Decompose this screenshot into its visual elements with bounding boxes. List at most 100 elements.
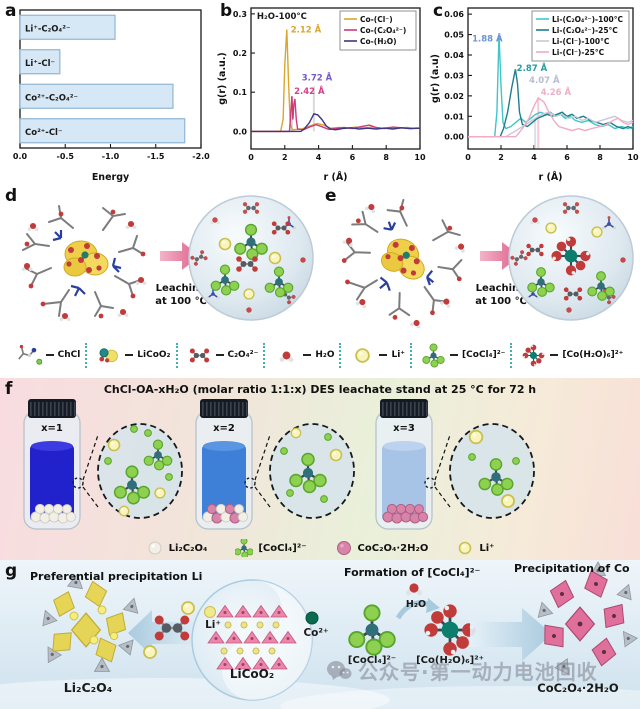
svg-text:Co²⁺-Cl⁻: Co²⁺-Cl⁻: [25, 128, 62, 138]
leachate-droplet-d: [186, 193, 316, 323]
vial-label-x1: x=1: [41, 423, 63, 434]
li-ion-sphere: [204, 606, 216, 618]
svg-text:0.05: 0.05: [444, 31, 464, 40]
legend-dash: [45, 354, 54, 356]
watermark: 公众号·第一动力电池回收: [326, 656, 598, 685]
svg-text:0.3: 0.3: [233, 10, 247, 19]
li2c2o4-crystal: [37, 572, 142, 672]
svg-text:4.07 Å: 4.07 Å: [529, 75, 560, 86]
svg-text:0.06: 0.06: [444, 10, 464, 19]
svg-text:0: 0: [248, 153, 254, 162]
watermark-text: 公众号·第一动力电池回收: [358, 660, 598, 684]
f-legend-label: [CoCl₄]²⁻: [258, 542, 307, 554]
legend-label: C₂O₄²⁻: [227, 350, 259, 360]
svg-text:10: 10: [627, 153, 639, 162]
precipitate-co-arrow: [470, 608, 552, 661]
svg-text:Energy: Energy: [92, 172, 130, 183]
panel-f: f ChCl-OA-xH₂O (molar ratio 1:1:x) DES l…: [0, 378, 640, 560]
leachate-droplet-e: [506, 193, 636, 323]
licoo2-swirl: [191, 579, 319, 701]
energy-bar-chart: 0.0 -0.5 -1.0 -1.5 -2.0 Energy Li⁺-C₂O₄²⁻ Li⁺-C…: [13, 9, 210, 183]
svg-text:0.0: 0.0: [233, 127, 248, 136]
legend-item-oxalate: C₂O₄²⁻: [175, 342, 264, 368]
panel-f-label: f: [5, 379, 13, 399]
des-cluster-model-e: [330, 188, 480, 328]
svg-text:8: 8: [383, 153, 389, 162]
vial-group-x1: x=1: [23, 399, 183, 530]
li-ion-icon: [459, 541, 472, 555]
svg-text:2: 2: [282, 153, 288, 162]
legend-dash: [550, 354, 559, 356]
cocl4-icon: [235, 539, 254, 557]
svg-text:1.88 Å: 1.88 Å: [472, 34, 503, 45]
g-header-formation-cocl4: Formation of [CoCl₄]²⁻: [344, 566, 481, 579]
coh2o6-molecule: [423, 603, 477, 657]
rdf-li-line-chart: 0 2 4 6 8 10 0.00 0.01 0.02 0.03 0.04 0.05 0.06 r (Å)…: [430, 7, 639, 183]
cocl4-label: [CoCl₄]²⁻: [348, 655, 396, 666]
panel-a: a 0.0 -0.5 -1.0 -1.5 -2.0 Energy Li⁺-C₂O₄²⁻ Li⁺…: [0, 0, 215, 185]
panel-b: b 0 2 4 6 8 10 0.0 0.1 0.2 0.3 r (Å) g(r) (a.u.) H₂O…: [215, 0, 428, 185]
svg-text:Li⁺-C₂O₄²⁻: Li⁺-C₂O₄²⁻: [25, 24, 70, 34]
coh2o6-icon: [522, 343, 546, 367]
cocl4-icon: [422, 342, 445, 368]
h2o-icon: [279, 351, 294, 362]
coc2o4-label: CoC₂O₄·2H₂O: [537, 681, 619, 695]
panel-c-label: c: [433, 1, 444, 21]
svg-text:0.2: 0.2: [233, 49, 247, 58]
svg-text:r (Å): r (Å): [323, 172, 347, 183]
oxalate-icon: [188, 347, 210, 363]
vial-group-x2: x=2: [195, 399, 355, 530]
f-legend-coc2o4: CoC₂O₄·2H₂O: [335, 539, 429, 557]
panel-g: g Preferential precipitation Li Formatio…: [0, 560, 640, 709]
legend-dash: [450, 354, 459, 356]
svg-text:-1.5: -1.5: [147, 152, 165, 161]
vial-label-x3: x=3: [393, 423, 415, 434]
panel-d-label: d: [5, 186, 18, 206]
panel-f-title: ChCl-OA-xH₂O (molar ratio 1:1:x) DES lea…: [103, 383, 537, 396]
svg-text:Co-(H₂O): Co-(H₂O): [360, 37, 397, 46]
svg-text:Co-(C₂O₄²⁻): Co-(C₂O₄²⁻): [360, 26, 406, 35]
svg-text:r (Å): r (Å): [538, 172, 562, 183]
h2o-label: H₂O: [406, 599, 426, 610]
legend-label: [CoCl₄]²⁻: [462, 350, 506, 360]
legend-item-licoo2: LiCoO₂: [85, 342, 175, 368]
svg-text:g(r) (a.u.): g(r) (a.u.): [217, 52, 228, 105]
legend-label: Li⁺: [391, 350, 406, 360]
li-ion-icon: [355, 347, 371, 363]
white-sphere-icon: [148, 541, 162, 555]
precipitate-li-arrow: [128, 610, 206, 656]
pink-sphere-icon: [336, 541, 351, 555]
svg-text:10: 10: [414, 153, 426, 162]
svg-text:6: 6: [350, 153, 356, 162]
legend-dash: [379, 354, 388, 356]
svg-text:g(r) (a.u): g(r) (a.u): [430, 54, 441, 103]
panel-d: d Leaching at 100 ℃: [0, 185, 320, 332]
svg-text:0: 0: [465, 153, 471, 162]
svg-text:4: 4: [316, 153, 322, 162]
svg-text:0.01: 0.01: [444, 112, 464, 121]
svg-text:2.42 Å: 2.42 Å: [294, 86, 325, 97]
g-header-precipitation-li: Preferential precipitation Li: [30, 570, 203, 583]
f-legend-label: CoC₂O₄·2H₂O: [357, 542, 429, 554]
g-header-precipitation-co: Precipitation of Co: [514, 562, 630, 575]
li-ion-label: Li⁺: [205, 619, 221, 631]
f-legend-li2c2o4: Li₂C₂O₄: [146, 539, 208, 557]
wechat-icon: [327, 660, 352, 680]
legend-dash: [215, 354, 224, 356]
svg-text:-2.0: -2.0: [192, 152, 210, 161]
panel-e: e Leaching at 100 ℃: [320, 185, 640, 332]
legend-label: H₂O: [315, 350, 335, 360]
svg-text:Co-(Cl⁻): Co-(Cl⁻): [360, 15, 393, 24]
f-legend-label: Li₂C₂O₄: [168, 542, 208, 554]
svg-text:2.87 Å: 2.87 Å: [517, 63, 548, 74]
legend-label: [Co(H₂O)₆]²⁺: [562, 350, 624, 360]
cocl4-molecule: [347, 603, 397, 657]
f-legend-li-ion: Li⁺: [456, 539, 494, 557]
svg-text:Li⁺-Cl⁻: Li⁺-Cl⁻: [25, 59, 55, 69]
vials-illustration: x=1: [23, 399, 535, 530]
li2c2o4-label: Li₂C₂O₄: [64, 680, 112, 695]
chcl-icon: [17, 343, 42, 365]
svg-text:3.72 Å: 3.72 Å: [302, 72, 333, 83]
leaching-caption-line2: at 100 ℃: [155, 296, 207, 307]
legend-item-cocl4: [CoCl₄]²⁻: [410, 342, 510, 368]
